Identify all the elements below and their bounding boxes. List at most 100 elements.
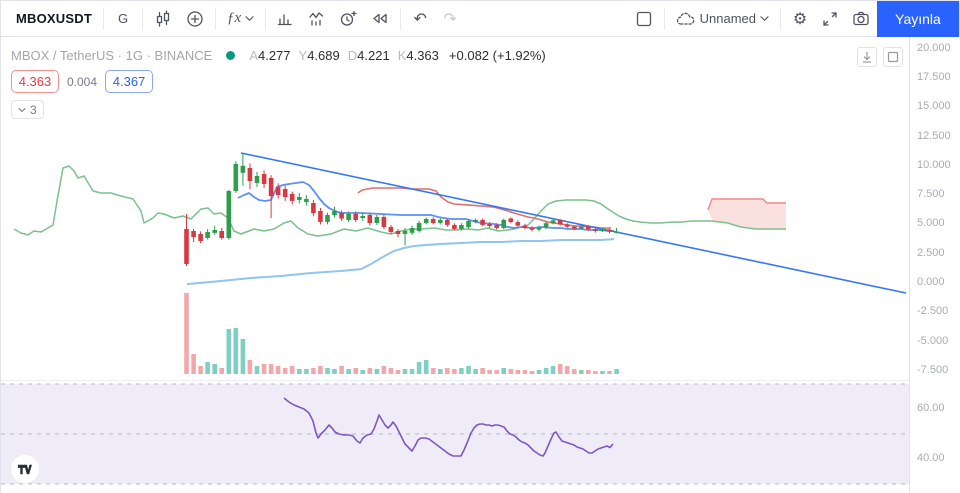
axis-tick-label: 12.500 (917, 129, 951, 142)
volume-bar (586, 370, 591, 374)
fundamentals-button[interactable] (270, 5, 301, 33)
compare-symbol-button[interactable] (179, 5, 211, 33)
candle-body (593, 229, 598, 231)
alert-button[interactable] (332, 5, 364, 33)
chevron-down-icon (760, 16, 769, 21)
volume-bar (353, 368, 358, 374)
candle-body (205, 232, 210, 238)
fx-icon: ƒx (227, 10, 242, 26)
candle-body (430, 219, 436, 223)
indicator-templates-button[interactable] (301, 5, 332, 33)
price-axis[interactable]: 20.000 17.500 15.000 12.500 10.000 7.500 5.000… (909, 37, 960, 493)
volume-bar (438, 369, 443, 374)
volume-bar (543, 368, 549, 374)
candle-body (501, 219, 506, 228)
chart-type-button[interactable] (147, 5, 179, 33)
volume-bar (416, 362, 422, 374)
rewind-icon (373, 13, 387, 24)
toolbar-separator (265, 7, 267, 30)
screenshot-button[interactable] (845, 5, 877, 33)
sell-price-button[interactable]: 4.363 (11, 70, 59, 93)
low-value: 4.221 (357, 48, 390, 63)
toolbar-right-group: Unnamed ⚙ Yayınla (628, 0, 959, 37)
red-ma-line (357, 187, 611, 229)
candle-body (367, 215, 373, 223)
arrow-down-to-line-icon (863, 52, 871, 63)
volume-bar (325, 368, 330, 374)
symbol-button[interactable]: MBOXUSDT (9, 5, 99, 33)
volume-bar (311, 368, 316, 374)
fullscreen-button[interactable] (815, 5, 845, 33)
candle-body (289, 194, 295, 201)
axis-tick-label: -2.500 (917, 305, 949, 318)
volume-bar (261, 364, 267, 374)
indicators-collapse-button[interactable]: 3 (11, 100, 44, 119)
tradingview-logo[interactable] (11, 455, 39, 483)
candle-body (586, 226, 591, 229)
redo-button[interactable]: ↷ (435, 5, 465, 33)
descending-trendline (240, 152, 907, 294)
close-label: K (397, 48, 407, 63)
volume-bar (332, 369, 337, 374)
candle-body (564, 224, 570, 227)
candle-body (339, 212, 344, 219)
volume-bar (205, 362, 210, 374)
undo-button[interactable]: ↶ (405, 5, 435, 33)
volume-bar (254, 366, 260, 374)
volume-bar (494, 370, 499, 374)
volume-bar (219, 368, 224, 374)
indicators-button[interactable]: ƒx (220, 5, 261, 33)
legend-symbol-text[interactable]: MBOX / TetherUS · 1G · BINANCE (11, 48, 213, 63)
close-value: 4.363 (406, 48, 439, 63)
settings-button[interactable]: ⚙ (785, 5, 815, 33)
candle-body (261, 174, 267, 184)
volume-bar (593, 371, 598, 374)
interval-button[interactable]: G (108, 5, 138, 33)
toolbar-separator (103, 7, 104, 30)
candle-body (311, 203, 316, 214)
scroll-to-recent-button[interactable] (857, 47, 877, 67)
candle-body (374, 217, 380, 223)
candle-body (353, 214, 358, 220)
volume-bar (367, 368, 373, 374)
candle-body (416, 223, 422, 231)
candle-body (233, 164, 239, 191)
axis-tick-label: 2.500 (917, 246, 945, 259)
volume-bar (607, 371, 612, 374)
candle-body (297, 197, 302, 200)
tv-logo-glyph (17, 464, 33, 474)
candle-body (550, 220, 556, 224)
price-chart-canvas[interactable] (1, 37, 909, 493)
candle-body (275, 187, 281, 195)
candle-body (473, 219, 478, 222)
candle-body (445, 219, 450, 225)
volume-bar (318, 366, 323, 374)
volume-bar (198, 366, 203, 374)
candle-body (423, 219, 429, 223)
volume-bar (233, 328, 239, 374)
rsi-line (283, 397, 614, 457)
layout-select-button[interactable] (628, 5, 660, 33)
market-status-dot (226, 51, 236, 60)
candle-body (543, 223, 549, 228)
candle-body (360, 216, 365, 218)
toolbar-separator (780, 7, 781, 30)
axis-tick-label: 0.000 (917, 276, 945, 288)
cloud-save-button[interactable]: Unnamed (669, 5, 776, 33)
alarm-clock-plus-icon (341, 10, 357, 26)
publish-button[interactable]: Yayınla (877, 0, 959, 37)
maximize-pane-button[interactable] (883, 47, 903, 67)
candle-body (282, 189, 288, 197)
volume-bar (579, 370, 584, 374)
axis-tick-label: 5.000 (917, 217, 945, 230)
change-value: +0.082 (+1.92%) (448, 48, 546, 63)
candle-body (325, 215, 330, 222)
volume-bar (374, 369, 380, 374)
axis-tick-label: 60.00 (917, 402, 945, 414)
volume-bar (515, 370, 521, 374)
volume-bar (346, 369, 351, 374)
volume-bar (268, 364, 274, 374)
bar-replay-button[interactable] (364, 5, 396, 33)
buy-price-button[interactable]: 4.367 (105, 70, 154, 93)
